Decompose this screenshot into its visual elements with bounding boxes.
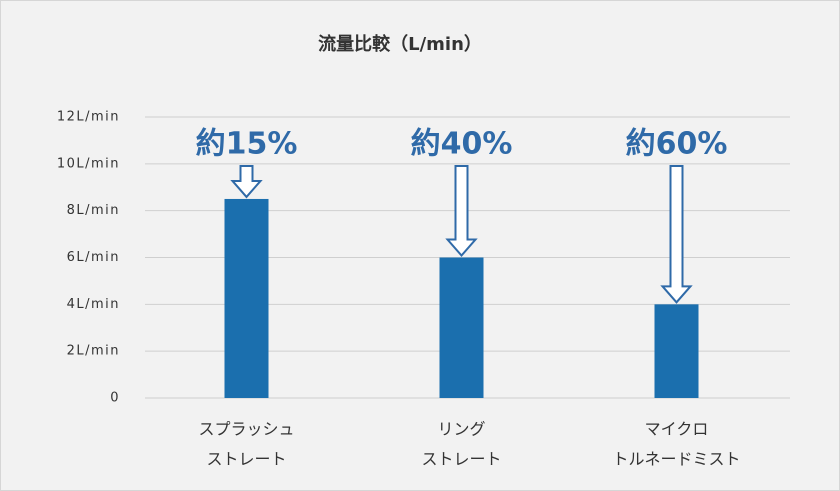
annotation: 約40% [411,127,513,162]
y-tick-label: 2L/min [67,344,120,359]
chart-title: 流量比較（L/min） [318,33,482,55]
y-tick-label: 6L/min [67,250,120,265]
y-tick-label: 0 [110,391,120,406]
bar [439,257,484,398]
x-tick-label: スプラッシュ [198,420,294,439]
y-tick-label: 8L/min [67,203,120,218]
bar [224,198,269,398]
bar [654,304,699,398]
x-tick-label: マイクロ [645,420,709,439]
annotation: 約60% [626,127,728,162]
x-tick-label: ストレート [206,450,286,469]
x-tick-label: ストレート [421,450,501,469]
arrow [660,165,693,304]
y-tick-label: 4L/min [67,297,120,312]
y-tick-label: 10L/min [57,156,120,171]
x-tick-label: リング [437,420,485,439]
y-tick-label: 12L/min [57,110,120,125]
arrow [445,165,478,258]
arrow [230,165,263,199]
annotation: 約15% [196,127,298,162]
x-tick-label: トルネードミスト [612,450,740,469]
